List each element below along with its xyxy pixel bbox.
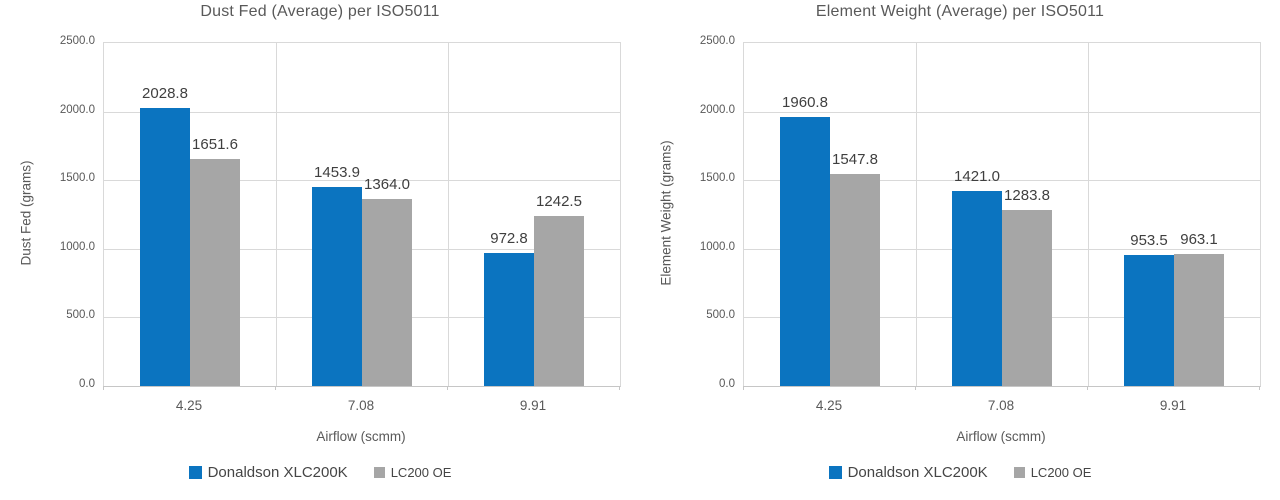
legend-label: LC200 OE [1030,465,1092,480]
gridline-horizontal [744,180,1260,182]
gridline-horizontal [104,180,620,182]
y-axis-title: Element Weight (grams) [658,140,674,286]
y-tick-label: 500.0 [66,309,95,322]
gridline-vertical [1088,43,1089,386]
data-label: 972.8 [490,229,528,247]
data-label: 963.1 [1180,230,1218,248]
legend: Donaldson XLC200K LC200 OE [0,464,640,481]
gridline-vertical [276,43,277,386]
bar-gray [534,215,584,386]
data-label: 1421.0 [954,168,1000,186]
bar-gray [190,159,240,386]
x-axis-tick [743,386,744,390]
x-category-label: 4.25 [175,398,203,413]
x-category-label: 4.25 [815,398,843,413]
x-axis-tick [103,386,104,390]
legend-swatch-gray [1013,467,1025,478]
data-label: 1364.0 [364,175,410,193]
bar-blue [780,116,830,386]
legend-item: Donaldson XLC200K [188,464,348,481]
gridline-vertical [448,43,449,386]
x-axis-title: Airflow (scmm) [956,429,1046,444]
x-category-label: 7.08 [347,398,375,413]
y-tick-label: 1000.0 [59,240,95,253]
bar-blue [312,186,362,386]
bar-gray [1174,253,1224,386]
data-label: 1283.8 [1004,186,1050,204]
chart-title: Dust Fed (Average) per ISO5011 [200,3,440,20]
legend-label: LC200 OE [390,465,452,480]
data-label: 1547.8 [832,150,878,168]
bar-gray [1002,209,1052,386]
x-category-label: 9.91 [1159,398,1187,413]
legend-label: Donaldson XLC200K [847,464,988,481]
y-tick-label: 2500.0 [699,35,735,47]
x-axis-tick [619,386,620,390]
chart-title: Element Weight (Average) per ISO5011 [815,3,1105,20]
x-axis-title: Airflow (scmm) [316,429,406,444]
bar-blue [140,107,190,386]
x-category-label: 9.91 [519,398,547,413]
x-axis-tick [915,386,916,390]
gridline-horizontal [104,111,620,113]
data-label: 2028.8 [142,84,188,102]
bar-blue [1124,255,1174,386]
legend-swatch-blue [828,466,842,479]
dust-fed-chart: Dust Fed (Average) per ISO5011 Dust Fed … [0,3,640,481]
legend-item: Donaldson XLC200K [828,464,988,481]
x-axis-tick [447,386,448,390]
y-tick-label: 2000.0 [699,103,735,116]
gridline-horizontal [744,111,1260,113]
y-tick-label: 500.0 [706,309,735,322]
y-tick-label: 1500.0 [59,172,95,185]
y-tick-label: 1500.0 [699,172,735,185]
x-axis-tick [1087,386,1088,390]
x-axis-tick [275,386,276,390]
x-category-label: 7.08 [987,398,1015,413]
x-axis-tick [1259,386,1260,390]
legend-item: LC200 OE [1013,465,1092,480]
bar-blue [484,252,534,386]
legend-item: LC200 OE [373,465,452,480]
y-tick-label: 2000.0 [59,103,95,116]
y-tick-label: 2500.0 [59,35,95,47]
data-label: 1242.5 [536,192,582,210]
data-label: 1453.9 [314,163,360,181]
legend-swatch-gray [373,467,385,478]
data-label: 1960.8 [782,93,828,111]
element-weight-chart: Element Weight (Average) per ISO5011 Ele… [640,0,1280,500]
y-tick-label: 0.0 [79,378,95,390]
bar-gray [830,173,880,386]
bar-gray [362,198,412,386]
y-tick-label: 0.0 [719,378,735,390]
plot-area: 1960.8 1547.8 1421.0 1283.8 953.5 963.1 [743,42,1261,387]
plot-area: 2028.8 1651.6 1453.9 1364.0 972.8 1242.5 [103,42,621,387]
bar-blue [952,191,1002,386]
legend: Donaldson XLC200K LC200 OE [640,464,1280,481]
gridline-vertical [916,43,917,386]
data-label: 1651.6 [192,136,238,154]
data-label: 953.5 [1130,232,1168,250]
legend-swatch-blue [188,466,202,479]
y-tick-label: 1000.0 [699,240,735,253]
legend-label: Donaldson XLC200K [207,464,348,481]
